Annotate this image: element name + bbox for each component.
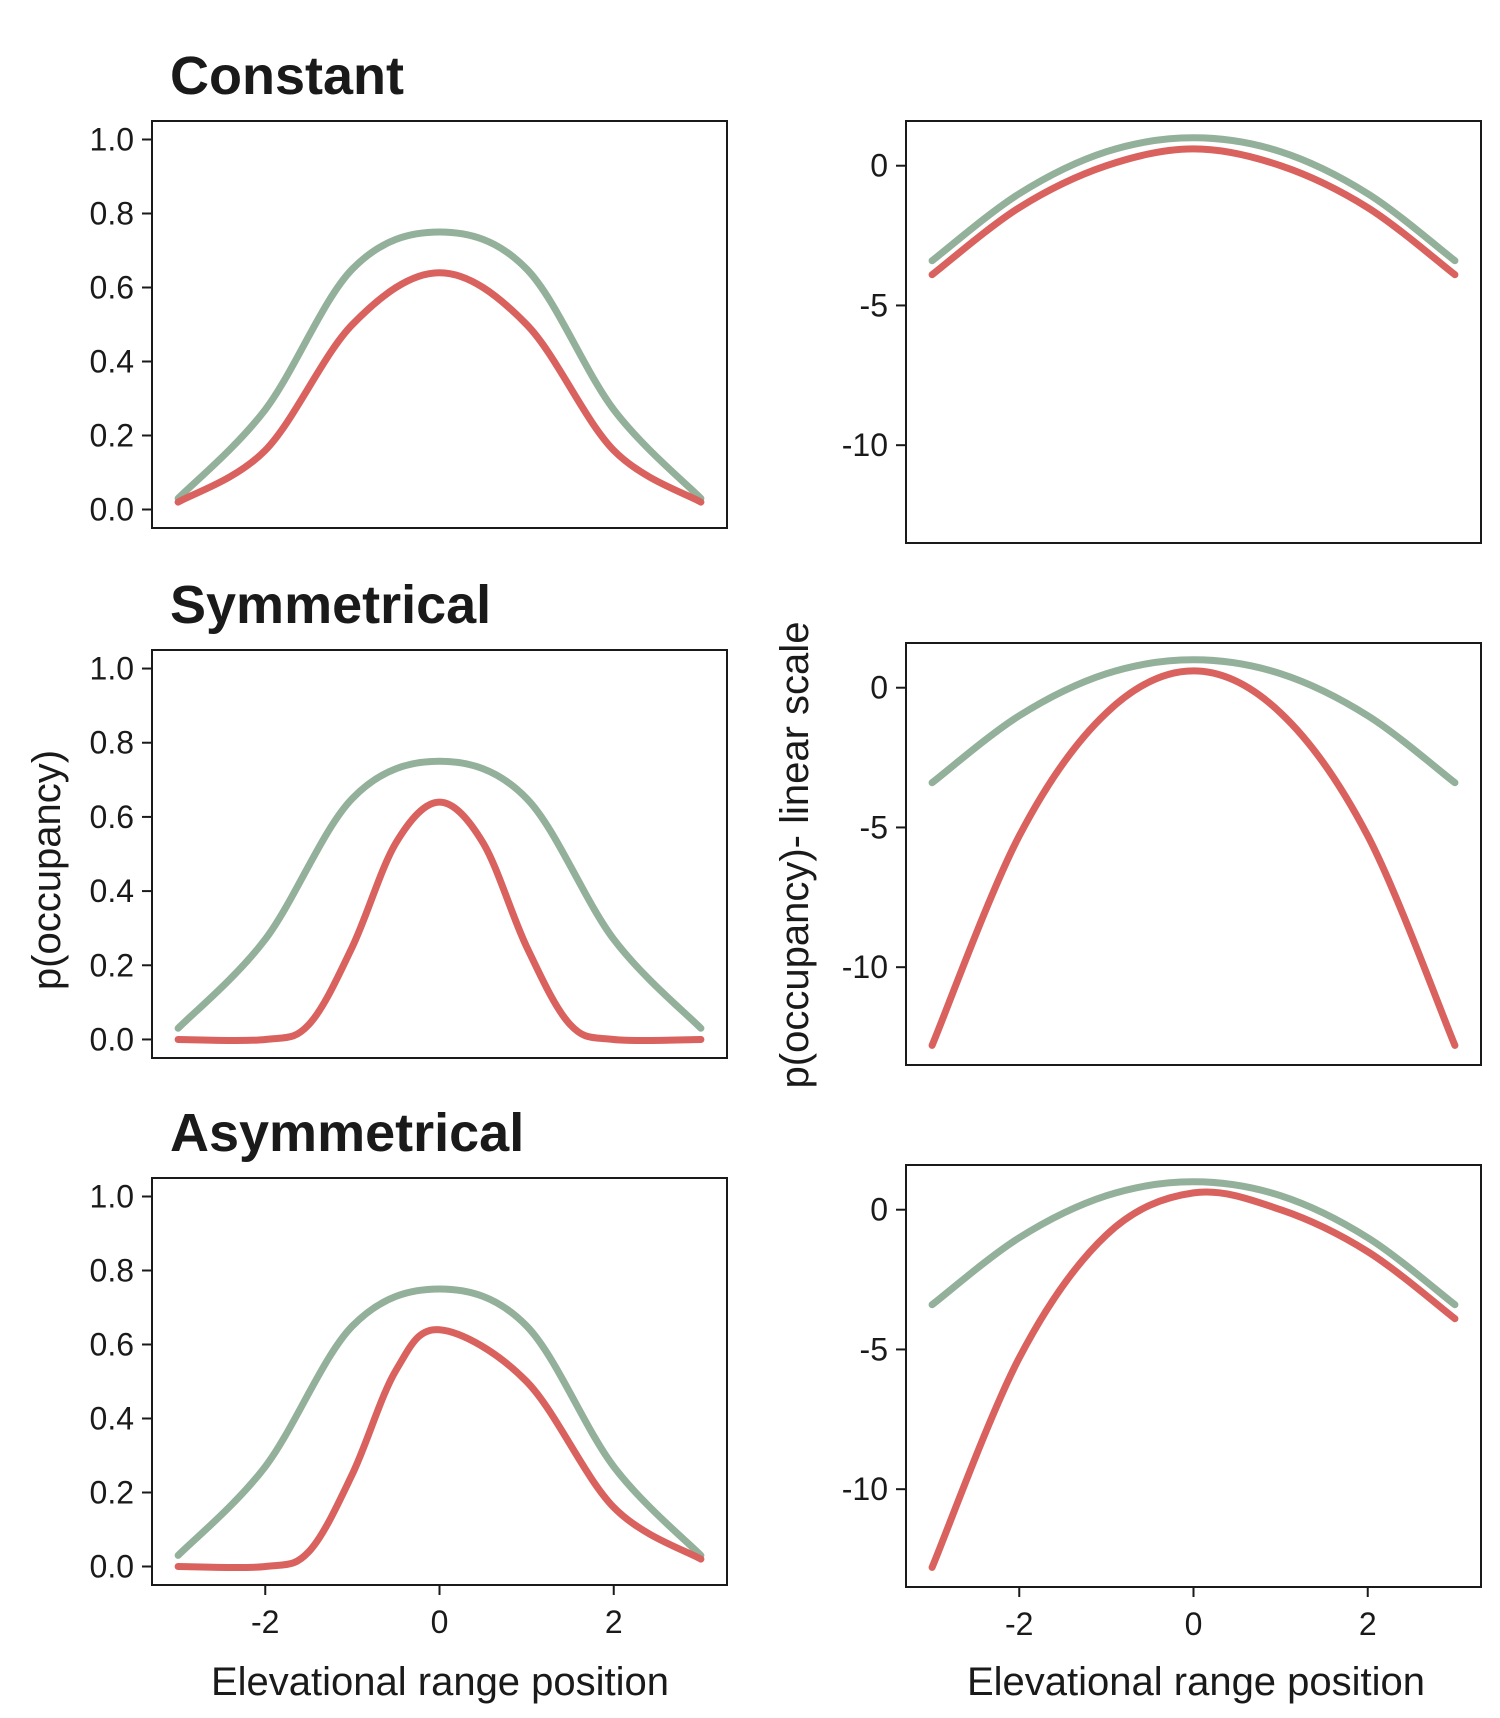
y-axis-title-left: p(occupancy) [25, 750, 69, 990]
series-line-green [928, 1178, 1459, 1309]
series-line-red [174, 269, 705, 506]
y-tick-label: 0.0 [90, 1549, 134, 1585]
plot-frame [905, 120, 1482, 544]
panel-symmetrical-linear: -10 -5 0 [842, 642, 1482, 1066]
y-tick-label: 0.4 [90, 873, 134, 909]
y-tick-label: -10 [842, 427, 888, 463]
panel-title: Symmetrical [170, 575, 491, 635]
y-tick-label: -5 [860, 809, 888, 845]
y-tick-label: 1.0 [90, 122, 134, 158]
y-tick-label: 1.0 [90, 1179, 134, 1215]
x-tick-label: 2 [605, 1604, 623, 1640]
series-line-green [174, 228, 705, 502]
series-line-red [174, 1326, 705, 1572]
plot-frame [151, 649, 728, 1059]
y-tick-label: 0.2 [90, 947, 134, 983]
panel-constant-linear: -10 -5 0 [842, 120, 1482, 544]
y-tick-label: 0.8 [90, 725, 134, 761]
y-tick-label: 0.8 [90, 196, 134, 232]
series-line-red [174, 798, 705, 1045]
plot-frame [151, 1177, 728, 1586]
y-tick-label: 0.0 [90, 492, 134, 528]
series-line-green [928, 134, 1459, 265]
y-tick-label: 0.4 [90, 1401, 134, 1437]
y-tick-label: 0 [870, 1192, 888, 1228]
series-line-red [928, 667, 1459, 1049]
series-line-red [928, 145, 1459, 279]
y-tick-label: 0 [870, 670, 888, 706]
panels-group: Constant 0.0 0.2 0.4 0.6 0.8 1.0 -10 -5 0 Symmetri… [90, 46, 1482, 1642]
x-tick-label: 2 [1359, 1606, 1377, 1642]
series-line-green [928, 656, 1459, 787]
panel-title: Asymmetrical [170, 1103, 524, 1163]
y-tick-label: 0.6 [90, 1327, 134, 1363]
y-tick-label: -10 [842, 949, 888, 985]
series-line-green [174, 1285, 705, 1559]
y-tick-label: -5 [860, 287, 888, 323]
series-line-green [174, 757, 705, 1032]
panel-symmetrical-prob: Symmetrical 0.0 0.2 0.4 0.6 0.8 1.0 [90, 575, 728, 1059]
x-tick-label: 0 [1185, 1606, 1203, 1642]
y-tick-label: 0.2 [90, 1475, 134, 1511]
y-tick-label: 0.6 [90, 799, 134, 835]
y-tick-label: -10 [842, 1471, 888, 1507]
plot-frame [905, 642, 1482, 1066]
plot-frame [151, 120, 728, 529]
y-tick-label: 0.4 [90, 344, 134, 380]
panel-constant-prob: Constant 0.0 0.2 0.4 0.6 0.8 1.0 [90, 46, 728, 529]
x-axis-title-left: Elevational range position [211, 1660, 669, 1704]
panel-asymmetrical-linear: -10 -5 0 -2 0 2 [842, 1164, 1482, 1642]
x-axis-title-right: Elevational range position [967, 1660, 1425, 1704]
y-tick-label: 0.8 [90, 1253, 134, 1289]
plot-frame [905, 1164, 1482, 1588]
y-tick-label: 1.0 [90, 651, 134, 687]
panel-title: Constant [170, 46, 404, 106]
y-tick-label: 0.6 [90, 270, 134, 306]
y-tick-label: 0.2 [90, 418, 134, 454]
panel-asymmetrical-prob: Asymmetrical 0.0 0.2 0.4 0.6 0.8 1.0 -2 0 2 [90, 1103, 728, 1640]
series-line-red [928, 1188, 1459, 1571]
x-tick-label: -2 [1005, 1606, 1033, 1642]
y-tick-label: 0 [870, 148, 888, 184]
y-axis-title-right: p(occupancy)- linear scale [773, 622, 817, 1089]
y-tick-label: -5 [860, 1331, 888, 1367]
x-tick-label: -2 [251, 1604, 279, 1640]
y-tick-label: 0.0 [90, 1021, 134, 1057]
x-tick-label: 0 [431, 1604, 449, 1640]
